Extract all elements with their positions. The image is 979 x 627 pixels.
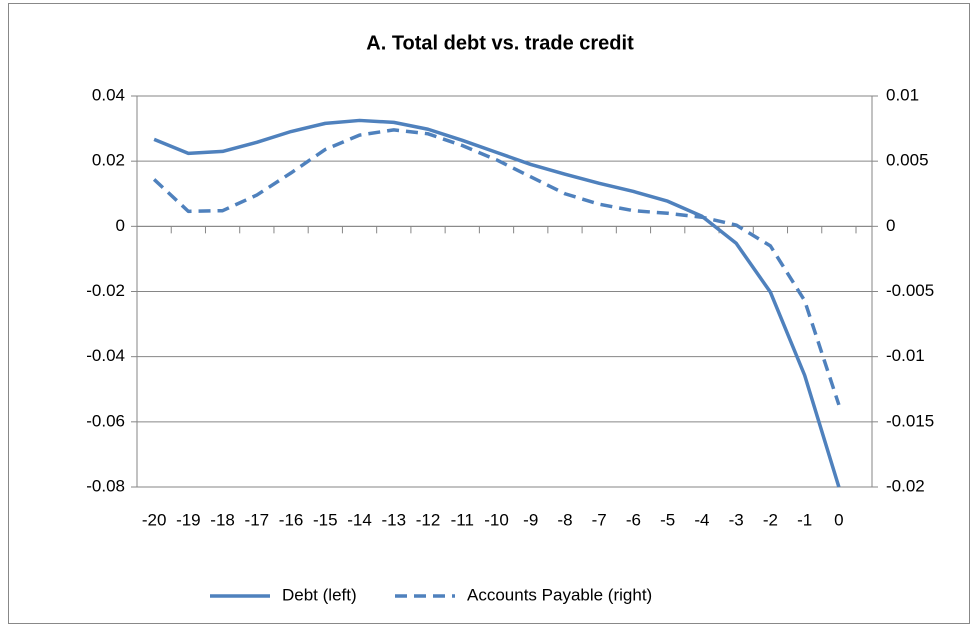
y2-tick-label: 0.005 xyxy=(886,151,929,170)
x-tick-label: -14 xyxy=(347,510,372,529)
y-tick-label: -0.06 xyxy=(86,411,125,430)
series-line xyxy=(153,118,841,488)
y-tick-label: 0.04 xyxy=(92,85,125,104)
y2-tick-label: -0.01 xyxy=(886,346,925,365)
x-tick-label: -9 xyxy=(523,510,538,529)
y-tick-label: 0.02 xyxy=(92,151,125,170)
x-tick-label: -13 xyxy=(381,510,406,529)
x-tick-label: -18 xyxy=(210,510,235,529)
x-tick-label: -6 xyxy=(626,510,641,529)
y-tick-label: 0 xyxy=(116,216,125,235)
chart-title: A. Total debt vs. trade credit xyxy=(366,32,634,54)
series-line xyxy=(152,128,841,406)
y2-tick-label: 0.01 xyxy=(886,85,919,104)
y-tick-label: -0.08 xyxy=(86,476,125,495)
x-tick-label: -8 xyxy=(557,510,572,529)
y2-tick-label: -0.005 xyxy=(886,281,934,300)
x-tick-label: -11 xyxy=(451,510,474,529)
x-tick-label: -19 xyxy=(176,510,201,529)
y2-tick-label: -0.02 xyxy=(886,476,925,495)
x-tick-label: -15 xyxy=(313,510,338,529)
legend-label: Accounts Payable (right) xyxy=(467,585,652,604)
x-tick-label: -5 xyxy=(660,510,675,529)
x-tick-label: -7 xyxy=(592,510,607,529)
x-tick-label: -17 xyxy=(245,510,270,529)
x-tick-label: -16 xyxy=(279,510,304,529)
legend-label: Debt (left) xyxy=(282,585,357,604)
y2-tick-label: -0.015 xyxy=(886,411,934,430)
x-tick-label: -4 xyxy=(694,510,709,529)
y-tick-label: -0.02 xyxy=(86,281,125,300)
x-tick-label: -3 xyxy=(729,510,744,529)
x-tick-label: -2 xyxy=(763,510,778,529)
x-tick-label: -10 xyxy=(484,510,509,529)
y2-tick-label: 0 xyxy=(886,216,895,235)
y-tick-label: -0.04 xyxy=(86,346,125,365)
x-tick-label: -20 xyxy=(142,510,167,529)
x-tick-label: -1 xyxy=(797,510,812,529)
x-tick-label: 0 xyxy=(834,510,843,529)
x-tick-label: -12 xyxy=(416,510,441,529)
